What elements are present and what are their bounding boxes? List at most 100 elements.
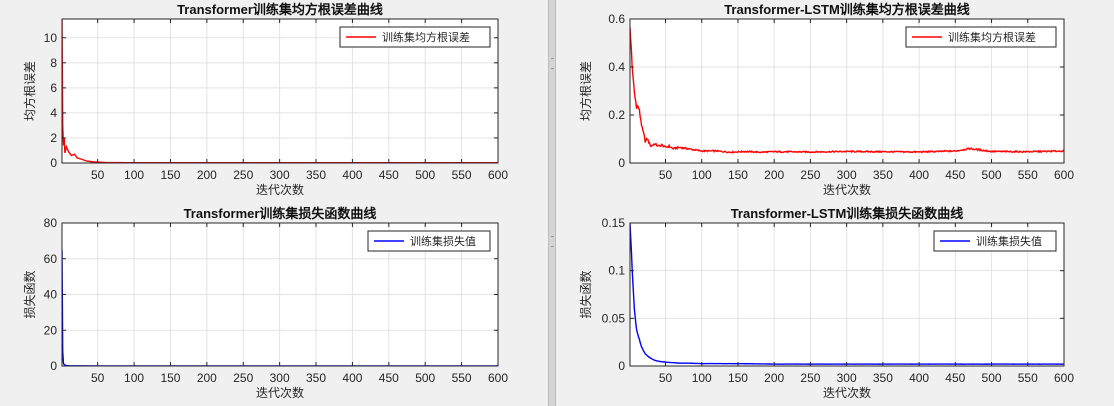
y-axis-label: 均方根误差 [22,61,37,121]
x-tick-label: 300 [837,168,857,182]
x-axis-label: 迭代次数 [823,182,871,197]
x-tick-label: 500 [415,371,435,385]
y-tick-label: 4 [50,106,57,120]
x-tick-label: 550 [452,168,472,182]
chart-1: 50 100 150 200 250 300 350 400 450 500 550 600 0 2 4 6 8… [22,2,508,197]
figure-window-transformer: 50 100 150 200 250 300 350 400 450 500 550 600 0 2 4 6 8… [0,0,548,406]
legend-box [905,26,1057,48]
x-tick-label: 350 [873,168,893,182]
y-tick-label: 0 [50,156,57,170]
legend-label: 训练集损失值 [410,234,476,248]
x-tick-label: 600 [1054,168,1074,182]
chart-4: 50 100 150 200 250 300 350 400 450 500 550 600 0 0.05… [578,206,1074,400]
legend-label: 训练集损失值 [976,234,1042,248]
x-tick-label: 250 [800,168,820,182]
splitter-grip [551,236,554,237]
legend: 训练集损失值 [367,230,491,252]
y-tick-label: 0.6 [608,12,625,26]
x-tick-label: 550 [452,371,472,385]
chart-title: Transformer-LSTM训练集损失函数曲线 [731,206,964,221]
x-tick-label: 200 [197,168,217,182]
x-tick-label: 100 [124,168,144,182]
x-tick-label: 200 [197,371,217,385]
chart-title: Transformer训练集损失函数曲线 [184,206,377,221]
y-tick-label: 20 [44,323,58,337]
splitter-grip [551,58,554,59]
y-axis-label: 均方根误差 [578,61,593,121]
x-tick-label: 400 [909,371,929,385]
series-line-1 [630,27,1064,154]
x-tick-label: 200 [764,168,784,182]
legend-label: 训练集均方根误差 [382,30,470,44]
y-tick-label: 10 [44,31,58,45]
x-tick-label: 250 [800,371,820,385]
x-tick-label: 450 [945,371,965,385]
x-tick-label: 50 [91,168,105,182]
legend-label: 训练集均方根误差 [948,30,1036,44]
x-tick-label: 250 [233,371,253,385]
y-axis-label: 损失函数 [22,270,37,318]
x-tick-label: 200 [764,371,784,385]
window-splitter[interactable] [548,0,556,406]
x-axis-label: 迭代次数 [823,385,871,400]
chart-2: 50 100 150 200 250 300 350 400 450 500 550 600 0 20 40… [22,206,508,400]
x-tick-label: 600 [488,371,508,385]
x-tick-label: 500 [982,371,1002,385]
legend-box [933,230,1057,252]
x-tick-label: 50 [659,371,673,385]
x-tick-label: 250 [233,168,253,182]
x-axis-label: 迭代次数 [256,385,304,400]
y-tick-label: 6 [50,81,57,95]
x-tick-label: 350 [306,371,326,385]
y-axis-label: 损失函数 [578,270,593,318]
x-tick-label: 100 [692,168,712,182]
legend: 训练集均方根误差 [339,26,491,48]
x-tick-label: 300 [270,371,290,385]
y-tick-label: 0.05 [602,311,626,325]
x-tick-label: 300 [837,371,857,385]
x-tick-label: 400 [342,371,362,385]
x-tick-label: 150 [728,371,748,385]
x-tick-label: 100 [692,371,712,385]
legend-box [339,26,491,48]
x-tick-label: 500 [982,168,1002,182]
x-tick-label: 600 [488,168,508,182]
x-tick-label: 550 [1018,168,1038,182]
chart-title: Transformer训练集均方根误差曲线 [177,2,383,17]
x-tick-label: 50 [91,371,105,385]
y-tick-label: 0.15 [602,216,626,230]
x-tick-label: 100 [124,371,144,385]
x-tick-label: 500 [415,168,435,182]
x-tick-label: 550 [1018,371,1038,385]
y-tick-label: 0.4 [608,60,625,74]
splitter-grip [551,246,554,247]
figure-window-transformer-lstm: 50 100 150 200 250 300 350 400 450 500 550 600 0 0.2 0… [556,0,1114,406]
legend-box [367,230,491,252]
legend: 训练集损失值 [933,230,1057,252]
x-tick-label: 450 [379,371,399,385]
y-tick-label: 0 [618,156,625,170]
legend: 训练集均方根误差 [905,26,1057,48]
x-tick-label: 400 [342,168,362,182]
y-tick-label: 0.1 [608,264,625,278]
figure-transformer: 50 100 150 200 250 300 350 400 450 500 550 60002468… [22,2,508,400]
x-tick-label: 150 [728,168,748,182]
x-tick-label: 300 [270,168,290,182]
figure-transformer-lstm: 50 100 150 200 250 300 350 400 450 500 550 60000.20… [578,2,1074,400]
x-tick-label: 450 [379,168,399,182]
y-tick-label: 40 [44,288,58,302]
x-tick-label: 150 [160,371,180,385]
x-tick-label: 350 [873,371,893,385]
y-tick-label: 60 [44,252,58,266]
y-tick-label: 0 [50,359,57,373]
y-tick-label: 0 [618,359,625,373]
y-tick-label: 80 [44,216,58,230]
x-tick-label: 50 [659,168,673,182]
chart-title: Transformer-LSTM训练集均方根误差曲线 [724,2,970,17]
x-tick-label: 350 [306,168,326,182]
x-tick-label: 400 [909,168,929,182]
y-tick-label: 8 [50,56,57,70]
splitter-grip [551,68,554,69]
x-axis-label: 迭代次数 [256,182,304,197]
x-tick-label: 150 [160,168,180,182]
